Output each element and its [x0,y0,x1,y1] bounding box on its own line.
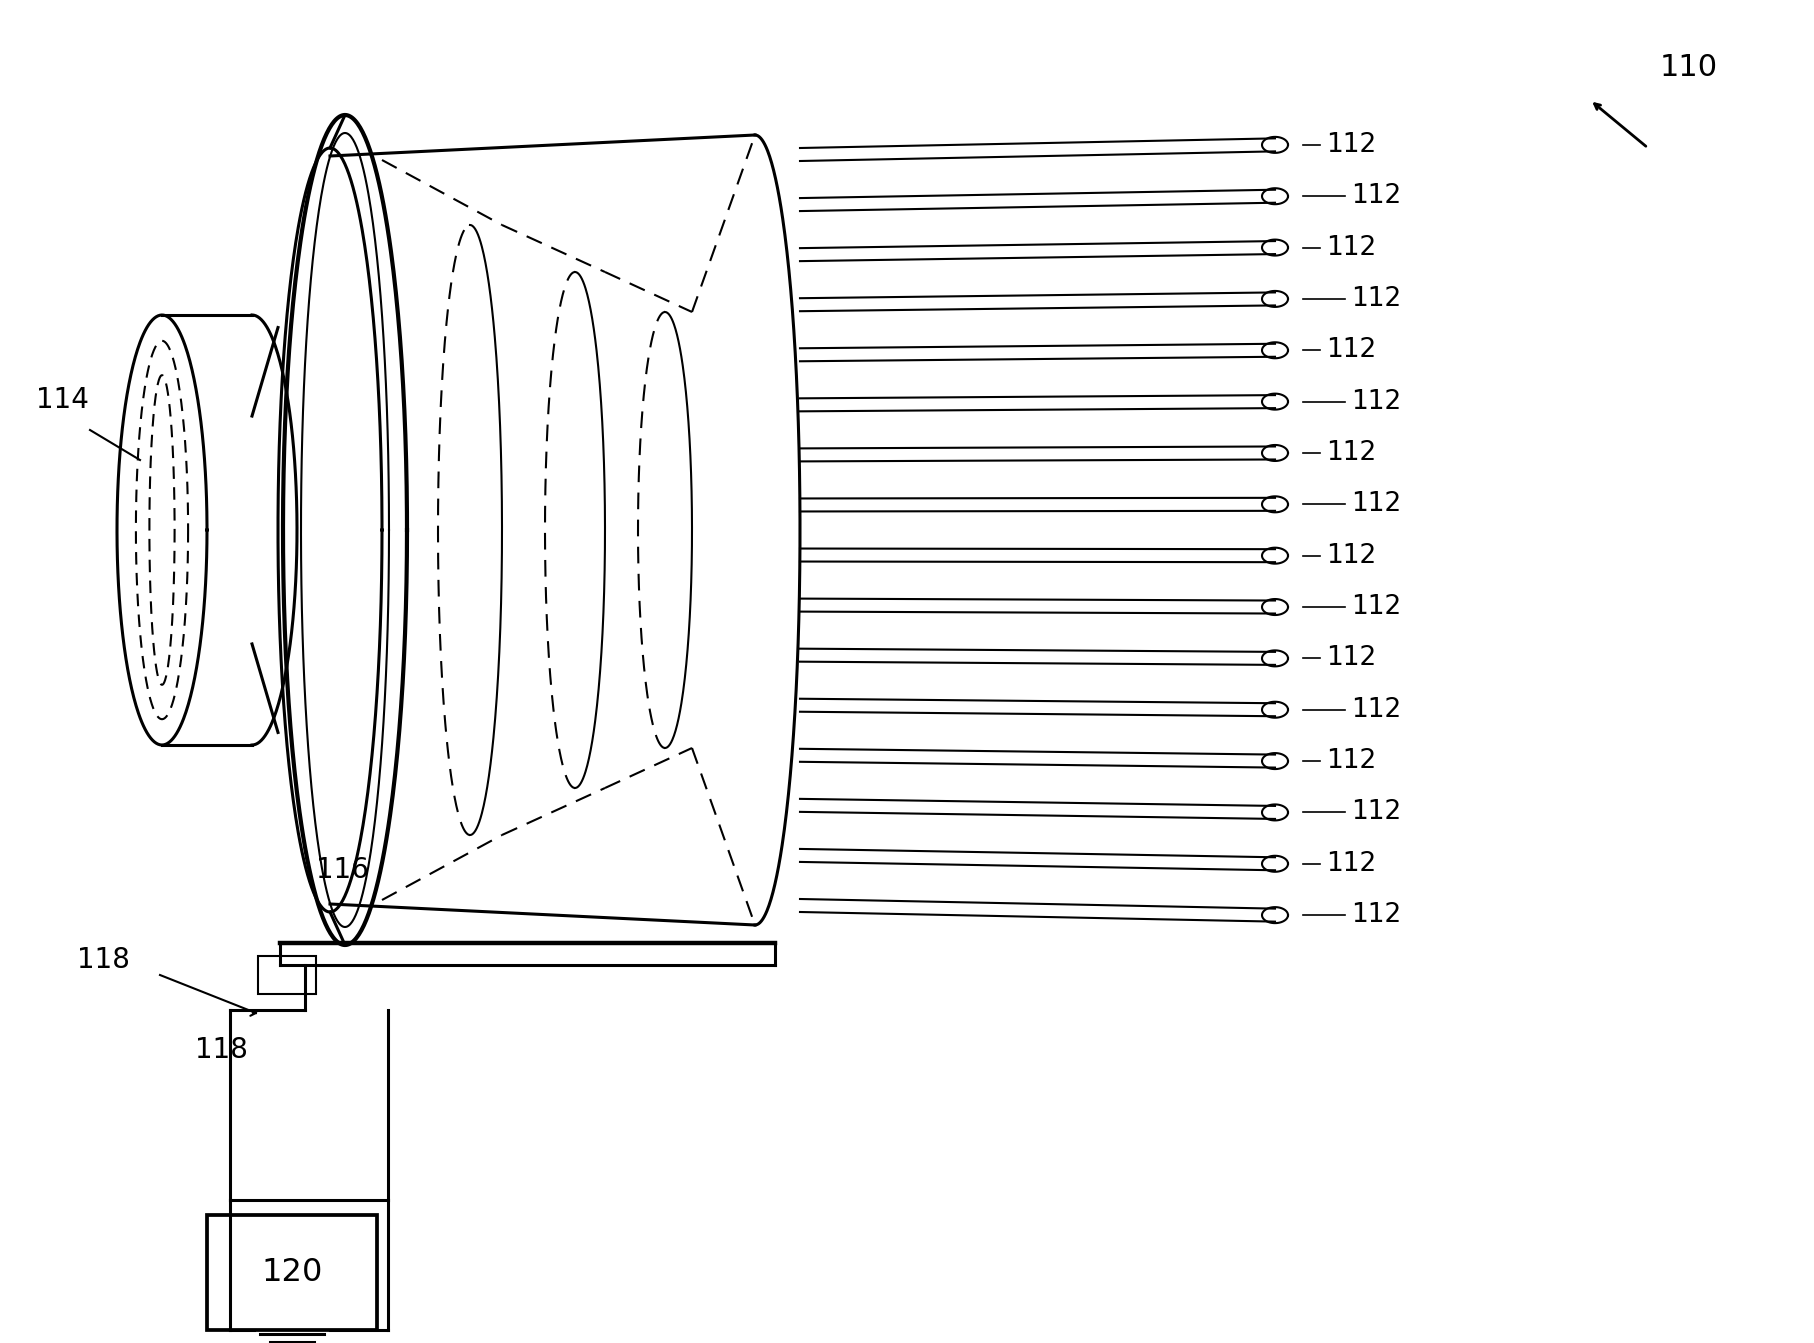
Text: 118: 118 [196,1035,249,1064]
Text: 112: 112 [1351,286,1400,312]
Text: 112: 112 [1326,235,1377,261]
Text: 112: 112 [1351,594,1400,620]
Bar [258,956,316,994]
Text: 112: 112 [1351,799,1400,826]
Text: 112: 112 [1326,543,1377,568]
Text: 112: 112 [1326,850,1377,877]
Text: 112: 112 [1351,388,1400,415]
Bar [207,1215,377,1330]
Text: 112: 112 [1351,183,1400,210]
Text: 112: 112 [1351,697,1400,723]
Text: 112: 112 [1326,646,1377,672]
Text: 110: 110 [1660,54,1718,82]
Text: 118: 118 [78,945,131,974]
Text: 112: 112 [1351,902,1400,928]
Text: 112: 112 [1326,748,1377,774]
Text: 112: 112 [1326,441,1377,466]
Text: 112: 112 [1351,492,1400,517]
Text: 114: 114 [36,385,89,414]
Text: 120: 120 [261,1257,323,1288]
Text: 112: 112 [1326,132,1377,158]
Text: 116: 116 [316,855,368,884]
Text: 112: 112 [1326,337,1377,363]
